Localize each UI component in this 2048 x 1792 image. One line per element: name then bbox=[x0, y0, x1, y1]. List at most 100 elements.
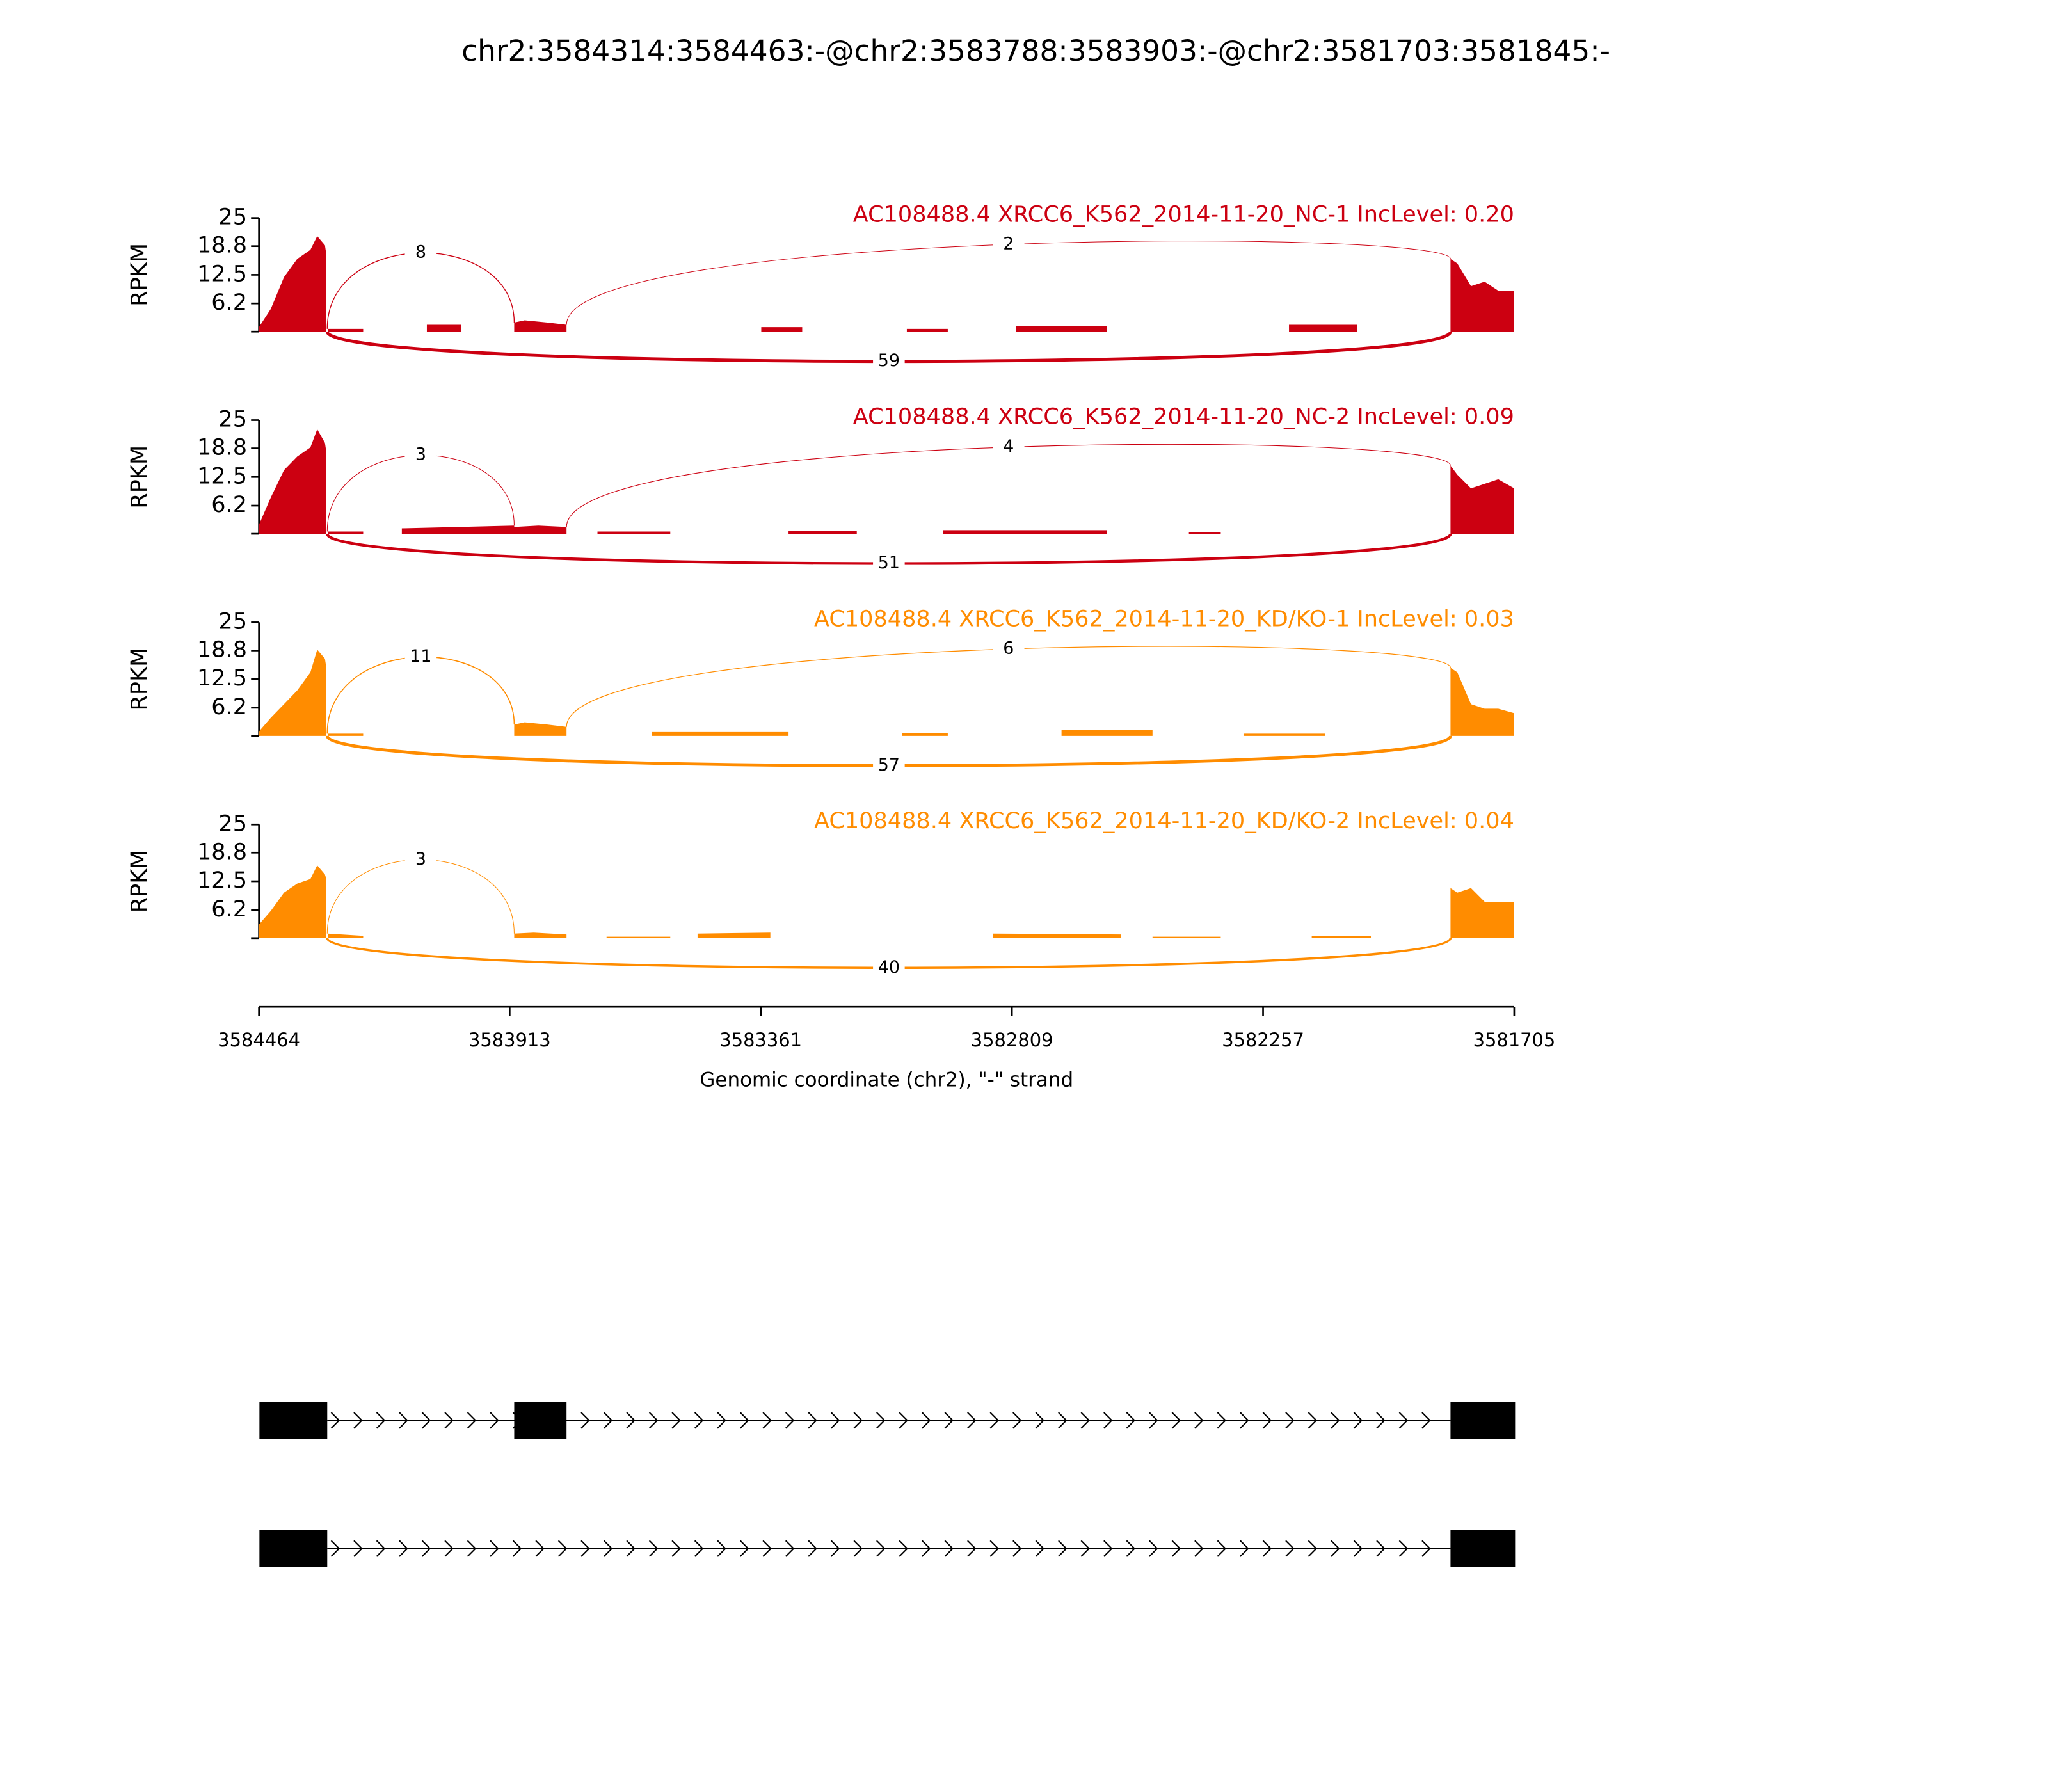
strand-chevron bbox=[717, 1412, 726, 1429]
strand-chevron bbox=[921, 1412, 931, 1429]
strand-chevron bbox=[1331, 1412, 1340, 1429]
strand-chevron bbox=[467, 1540, 477, 1557]
junction-count: 3 bbox=[415, 445, 426, 465]
junction-label-bg bbox=[404, 242, 437, 264]
strand-chevron bbox=[1353, 1412, 1363, 1429]
strand-chevron bbox=[989, 1540, 1000, 1557]
strand-chevron bbox=[1080, 1540, 1091, 1557]
x-axis-label: Genomic coordinate (chr2), "-" strand bbox=[700, 1068, 1073, 1091]
strand-chevron bbox=[626, 1540, 636, 1557]
strand-chevron bbox=[648, 1412, 659, 1429]
strand-chevron bbox=[1285, 1412, 1295, 1429]
strand-chevron bbox=[490, 1540, 499, 1557]
junction-count: 51 bbox=[878, 553, 900, 573]
y-tick-label: 6.2 bbox=[211, 492, 247, 518]
x-tick-label: 3584464 bbox=[218, 1029, 300, 1051]
strand-chevron bbox=[853, 1540, 863, 1557]
exon bbox=[259, 1530, 328, 1567]
y-axis-label: RPKM bbox=[126, 648, 152, 711]
y-axis-label: RPKM bbox=[126, 445, 152, 509]
strand-chevron bbox=[1035, 1540, 1045, 1557]
strand-chevron bbox=[717, 1540, 726, 1557]
junction-label-bg bbox=[993, 234, 1025, 255]
junction-label-bg bbox=[993, 638, 1025, 660]
strand-chevron bbox=[944, 1540, 954, 1557]
strand-chevron bbox=[1262, 1540, 1272, 1557]
strand-chevron bbox=[580, 1540, 590, 1557]
strand-chevron bbox=[1398, 1412, 1409, 1429]
strand-chevron bbox=[808, 1412, 818, 1429]
strand-chevron bbox=[330, 1412, 340, 1429]
strand-chevron bbox=[626, 1412, 636, 1429]
x-tick-label: 3581705 bbox=[1473, 1029, 1556, 1051]
strand-chevron bbox=[1240, 1412, 1249, 1429]
junction-label-bg bbox=[873, 755, 905, 776]
strand-chevron bbox=[853, 1412, 863, 1429]
y-tick-label: 18.8 bbox=[197, 435, 247, 461]
strand-chevron bbox=[1308, 1412, 1318, 1429]
strand-chevron bbox=[580, 1412, 590, 1429]
strand-chevron bbox=[399, 1540, 408, 1557]
exon bbox=[259, 1402, 328, 1439]
junction-count: 6 bbox=[1003, 639, 1014, 659]
strand-chevron bbox=[899, 1540, 909, 1557]
strand-chevron bbox=[785, 1540, 795, 1557]
y-tick-label: 25 bbox=[218, 204, 247, 230]
strand-chevron bbox=[1331, 1540, 1340, 1557]
y-tick-label: 25 bbox=[218, 810, 247, 836]
exon bbox=[1450, 1530, 1516, 1567]
x-tick-label: 3582257 bbox=[1222, 1029, 1304, 1051]
strand-chevron bbox=[603, 1540, 613, 1557]
strand-chevron bbox=[1012, 1412, 1022, 1429]
strand-chevron bbox=[1058, 1540, 1068, 1557]
strand-chevron bbox=[785, 1412, 795, 1429]
junction-count: 57 bbox=[878, 755, 900, 775]
strand-chevron bbox=[671, 1540, 681, 1557]
strand-chevron bbox=[603, 1412, 613, 1429]
y-tick-label: 18.8 bbox=[197, 232, 247, 259]
y-tick-label: 6.2 bbox=[211, 896, 247, 922]
strand-chevron bbox=[967, 1412, 977, 1429]
strand-chevron bbox=[739, 1540, 749, 1557]
strand-chevron bbox=[399, 1412, 408, 1429]
x-tick-label: 3582809 bbox=[971, 1029, 1053, 1051]
y-tick-label: 25 bbox=[218, 608, 247, 634]
strand-chevron bbox=[694, 1412, 704, 1429]
strand-chevron bbox=[739, 1412, 749, 1429]
strand-chevron bbox=[648, 1540, 659, 1557]
x-tick-label: 3583361 bbox=[719, 1029, 802, 1051]
strand-chevron bbox=[1103, 1412, 1113, 1429]
strand-chevron bbox=[1149, 1540, 1158, 1557]
strand-chevron bbox=[330, 1540, 340, 1557]
strand-chevron bbox=[1217, 1412, 1227, 1429]
strand-chevron bbox=[989, 1412, 1000, 1429]
y-tick-label: 12.5 bbox=[197, 463, 247, 489]
chart-title: chr2:3584314:3584463:-@chr2:3583788:3583… bbox=[461, 34, 1610, 68]
strand-chevron bbox=[1103, 1540, 1113, 1557]
strand-chevron bbox=[1126, 1412, 1136, 1429]
strand-chevron bbox=[421, 1540, 431, 1557]
junction-label-bg bbox=[873, 553, 905, 575]
strand-chevron bbox=[1058, 1412, 1068, 1429]
junction-label-bg bbox=[404, 849, 437, 870]
strand-chevron bbox=[830, 1412, 840, 1429]
y-axis-label: RPKM bbox=[126, 243, 152, 307]
junction-label-bg bbox=[404, 444, 437, 466]
panel-label: AC108488.4 XRCC6_K562_2014-11-20_NC-1 In… bbox=[853, 202, 1514, 228]
exon bbox=[1450, 1402, 1516, 1439]
strand-chevron bbox=[1376, 1412, 1386, 1429]
strand-chevron bbox=[876, 1412, 886, 1429]
strand-chevron bbox=[1421, 1412, 1431, 1429]
strand-chevron bbox=[1308, 1540, 1318, 1557]
junction-label-bg bbox=[404, 646, 437, 668]
junction-count: 59 bbox=[878, 351, 900, 371]
junction-label-bg bbox=[873, 351, 905, 372]
junction-count: 2 bbox=[1003, 234, 1014, 253]
strand-chevron bbox=[444, 1540, 454, 1557]
junction-count: 11 bbox=[410, 646, 431, 666]
strand-chevron bbox=[1035, 1412, 1045, 1429]
strand-chevron bbox=[467, 1412, 477, 1429]
junction-count: 3 bbox=[415, 849, 426, 869]
